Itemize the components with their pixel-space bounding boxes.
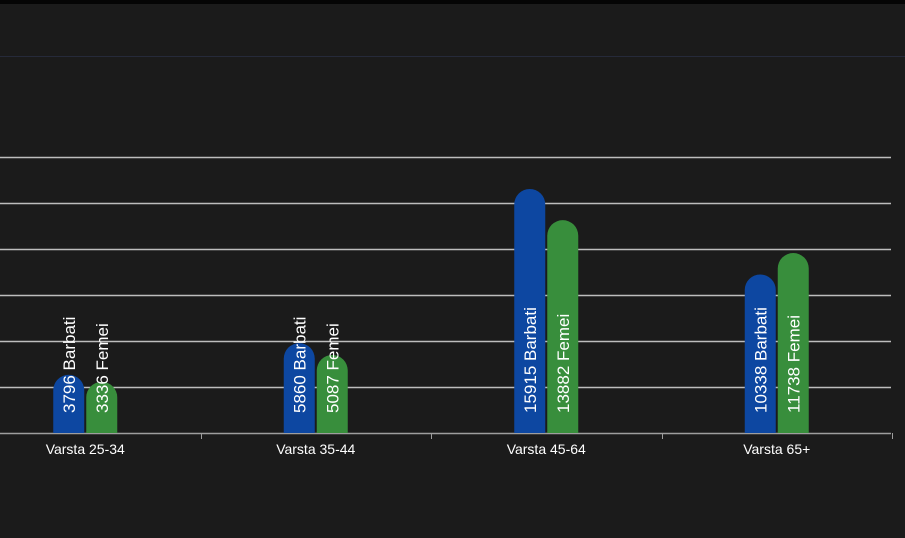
x-tick-label: Varsta 65+ [743, 441, 810, 457]
bar-femei[interactable] [86, 381, 118, 433]
x-tick-label: Varsta 25-34 [46, 441, 125, 457]
x-tick-label: Varsta 35-44 [276, 441, 355, 457]
bar-femei[interactable] [777, 253, 809, 433]
x-tick-label: Varsta 45-64 [507, 441, 586, 457]
bar-data-label: 10338 Barbati [751, 307, 770, 413]
top-bar [0, 0, 905, 4]
header-divider [0, 56, 905, 57]
bar-data-label: 11738 Femei [784, 315, 803, 413]
bar-data-label: 3796 Barbati [60, 317, 79, 413]
bar-femei[interactable] [316, 354, 348, 433]
bars [53, 188, 809, 433]
grid-lines [0, 156, 891, 389]
bar-data-label: 3336 Femei [93, 323, 112, 413]
data-labels: 3796 Barbati 3336 Femei 5860 Barbati 5087 F… [60, 307, 804, 413]
bar-barbati[interactable] [744, 274, 776, 433]
bar-barbati[interactable] [514, 188, 546, 433]
x-axis: Varsta 25-34 Varsta 35-44 Varsta 45-64 Vars… [0, 432, 893, 457]
bar-data-label: 5860 Barbati [290, 317, 309, 413]
bar-femei[interactable] [547, 220, 579, 433]
bar-barbati[interactable] [53, 374, 85, 433]
bar-data-label: 5087 Femei [323, 323, 342, 413]
bar-data-label: 13882 Femei [554, 314, 573, 413]
bar-barbati[interactable] [283, 343, 315, 433]
bar-data-label: 15915 Barbati [521, 307, 540, 413]
